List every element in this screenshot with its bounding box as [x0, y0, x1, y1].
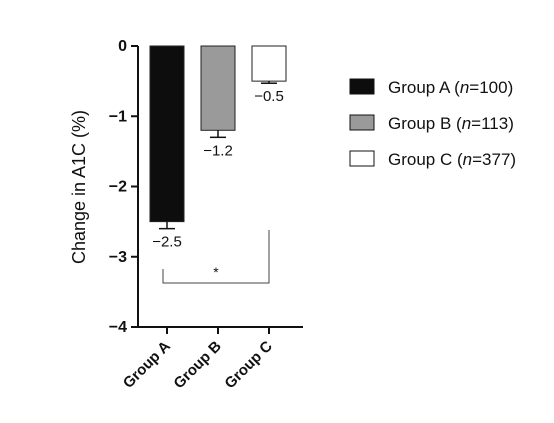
y-tick-label: −1 [109, 108, 127, 125]
significance-star: * [213, 264, 219, 280]
y-tick-label: −3 [109, 249, 127, 266]
bar [200, 45, 236, 131]
legend-swatch-group-c [349, 150, 375, 167]
bar [251, 45, 287, 82]
data-label: −0.5 [254, 88, 284, 105]
y-tick-label: −4 [109, 319, 127, 336]
bars: −2.5 −1.2 −0.5 [149, 45, 287, 251]
x-tick-label: Group B [170, 338, 225, 393]
y-axis-label: Change in A1C (%) [69, 110, 89, 264]
x-tick-label: Group C [221, 338, 276, 393]
bar [149, 45, 185, 223]
legend-entry-group-a: Group A (n=100) [349, 78, 513, 97]
legend-label-group-c: Group C (n=377) [388, 150, 516, 169]
legend-label-group-a: Group A (n=100) [388, 78, 513, 97]
y-tick-label: −2 [109, 179, 127, 196]
legend-swatch-group-a [349, 78, 375, 95]
legend-swatch-group-b [349, 114, 375, 131]
legend-entry-group-c: Group C (n=377) [349, 150, 516, 169]
y-tick-label: 0 [118, 38, 127, 55]
x-tick-label: Group A [120, 338, 174, 392]
data-label: −1.2 [203, 142, 233, 159]
legend-label-group-b: Group B (n=113) [388, 114, 514, 133]
legend-entry-group-b: Group B (n=113) [349, 114, 514, 133]
data-label: −2.5 [152, 234, 182, 251]
y-axis: 0 −1 −2 −3 −4 [109, 38, 139, 336]
significance-annotation: * [162, 230, 270, 284]
legend: Group A (n=100) Group B (n=113) Group C … [349, 78, 516, 169]
significance-bracket [162, 230, 270, 284]
